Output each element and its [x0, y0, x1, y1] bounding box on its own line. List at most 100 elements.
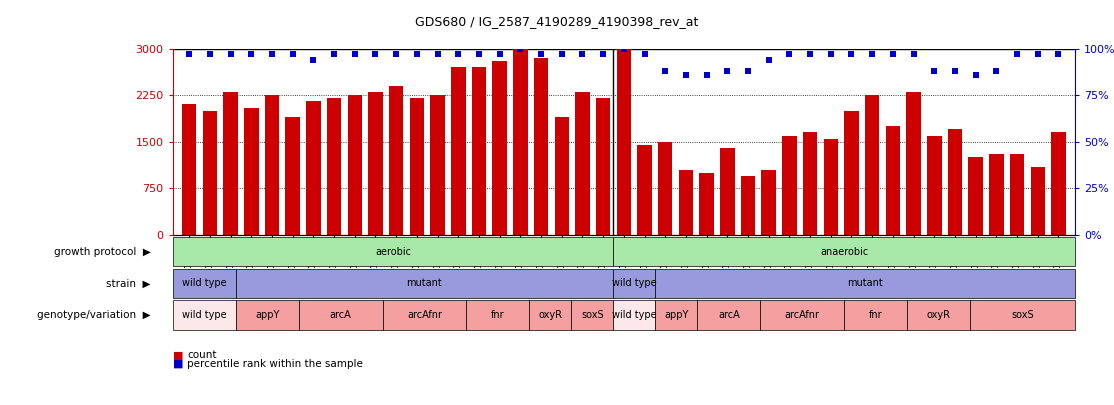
Bar: [927, 136, 941, 235]
Text: oxyR: oxyR: [538, 310, 563, 320]
Bar: [989, 154, 1004, 235]
Bar: [348, 95, 362, 235]
Point: [719, 68, 736, 74]
Bar: [182, 104, 196, 235]
Bar: [1052, 132, 1066, 235]
Bar: [244, 108, 258, 235]
Bar: [203, 111, 217, 235]
Text: wild type: wild type: [612, 310, 656, 320]
Text: strain  ▶: strain ▶: [106, 278, 150, 288]
Point: [429, 51, 447, 58]
Point: [201, 51, 218, 58]
Bar: [326, 98, 341, 235]
Bar: [369, 92, 383, 235]
Point: [304, 57, 322, 63]
Text: fnr: fnr: [491, 310, 505, 320]
Text: arcA: arcA: [717, 310, 740, 320]
Point: [842, 51, 860, 58]
Text: wild type: wild type: [182, 278, 226, 288]
Bar: [265, 95, 280, 235]
Bar: [596, 98, 610, 235]
Text: mutant: mutant: [407, 278, 442, 288]
Point: [905, 51, 922, 58]
Text: percentile rank within the sample: percentile rank within the sample: [187, 359, 363, 369]
Text: anaerobic: anaerobic: [820, 247, 868, 257]
Point: [491, 51, 509, 58]
Point: [222, 51, 240, 58]
Bar: [575, 92, 589, 235]
Text: growth protocol  ▶: growth protocol ▶: [53, 247, 150, 257]
Point: [863, 51, 881, 58]
Point: [967, 71, 985, 78]
Text: arcAfnr: arcAfnr: [407, 310, 442, 320]
Point: [781, 51, 799, 58]
Point: [325, 51, 343, 58]
Bar: [968, 157, 983, 235]
Text: wild type: wild type: [182, 310, 226, 320]
Bar: [782, 136, 797, 235]
Text: soxS: soxS: [582, 310, 604, 320]
Point: [636, 51, 654, 58]
Bar: [844, 111, 859, 235]
Bar: [864, 95, 879, 235]
Text: wild type: wild type: [612, 278, 656, 288]
Bar: [492, 61, 507, 235]
Point: [263, 51, 281, 58]
Text: GDS680 / IG_2587_4190289_4190398_rev_at: GDS680 / IG_2587_4190289_4190398_rev_at: [416, 15, 698, 28]
Text: fnr: fnr: [869, 310, 882, 320]
Text: soxS: soxS: [1012, 310, 1034, 320]
Bar: [224, 92, 238, 235]
Text: appY: appY: [255, 310, 280, 320]
Bar: [451, 67, 466, 235]
Point: [574, 51, 592, 58]
Point: [946, 68, 964, 74]
Text: count: count: [187, 350, 216, 360]
Point: [511, 45, 529, 52]
Point: [987, 68, 1005, 74]
Text: aerobic: aerobic: [375, 247, 411, 257]
Bar: [534, 58, 548, 235]
Text: ■: ■: [173, 359, 183, 369]
Text: oxyR: oxyR: [927, 310, 950, 320]
Bar: [555, 117, 569, 235]
Point: [615, 45, 633, 52]
Text: genotype/variation  ▶: genotype/variation ▶: [37, 310, 150, 320]
Point: [408, 51, 426, 58]
Text: arcAfnr: arcAfnr: [784, 310, 820, 320]
Point: [180, 51, 198, 58]
Point: [1029, 51, 1047, 58]
Bar: [430, 95, 444, 235]
Bar: [803, 132, 818, 235]
Bar: [886, 126, 900, 235]
Point: [367, 51, 384, 58]
Bar: [741, 176, 755, 235]
Bar: [720, 148, 734, 235]
Bar: [637, 145, 652, 235]
Point: [656, 68, 674, 74]
Bar: [1009, 154, 1024, 235]
Point: [677, 71, 695, 78]
Point: [449, 51, 467, 58]
Point: [594, 51, 612, 58]
Point: [926, 68, 944, 74]
Bar: [948, 129, 962, 235]
Point: [388, 51, 405, 58]
Point: [243, 51, 261, 58]
Bar: [285, 117, 300, 235]
Point: [532, 51, 550, 58]
Point: [345, 51, 363, 58]
Point: [284, 51, 302, 58]
Text: arcA: arcA: [330, 310, 351, 320]
Bar: [762, 170, 776, 235]
Point: [470, 51, 488, 58]
Bar: [306, 101, 321, 235]
Point: [553, 51, 570, 58]
Bar: [700, 173, 714, 235]
Point: [697, 71, 715, 78]
Point: [1008, 51, 1026, 58]
Bar: [1030, 166, 1045, 235]
Point: [1049, 51, 1067, 58]
Bar: [907, 92, 921, 235]
Point: [822, 51, 840, 58]
Bar: [410, 98, 424, 235]
